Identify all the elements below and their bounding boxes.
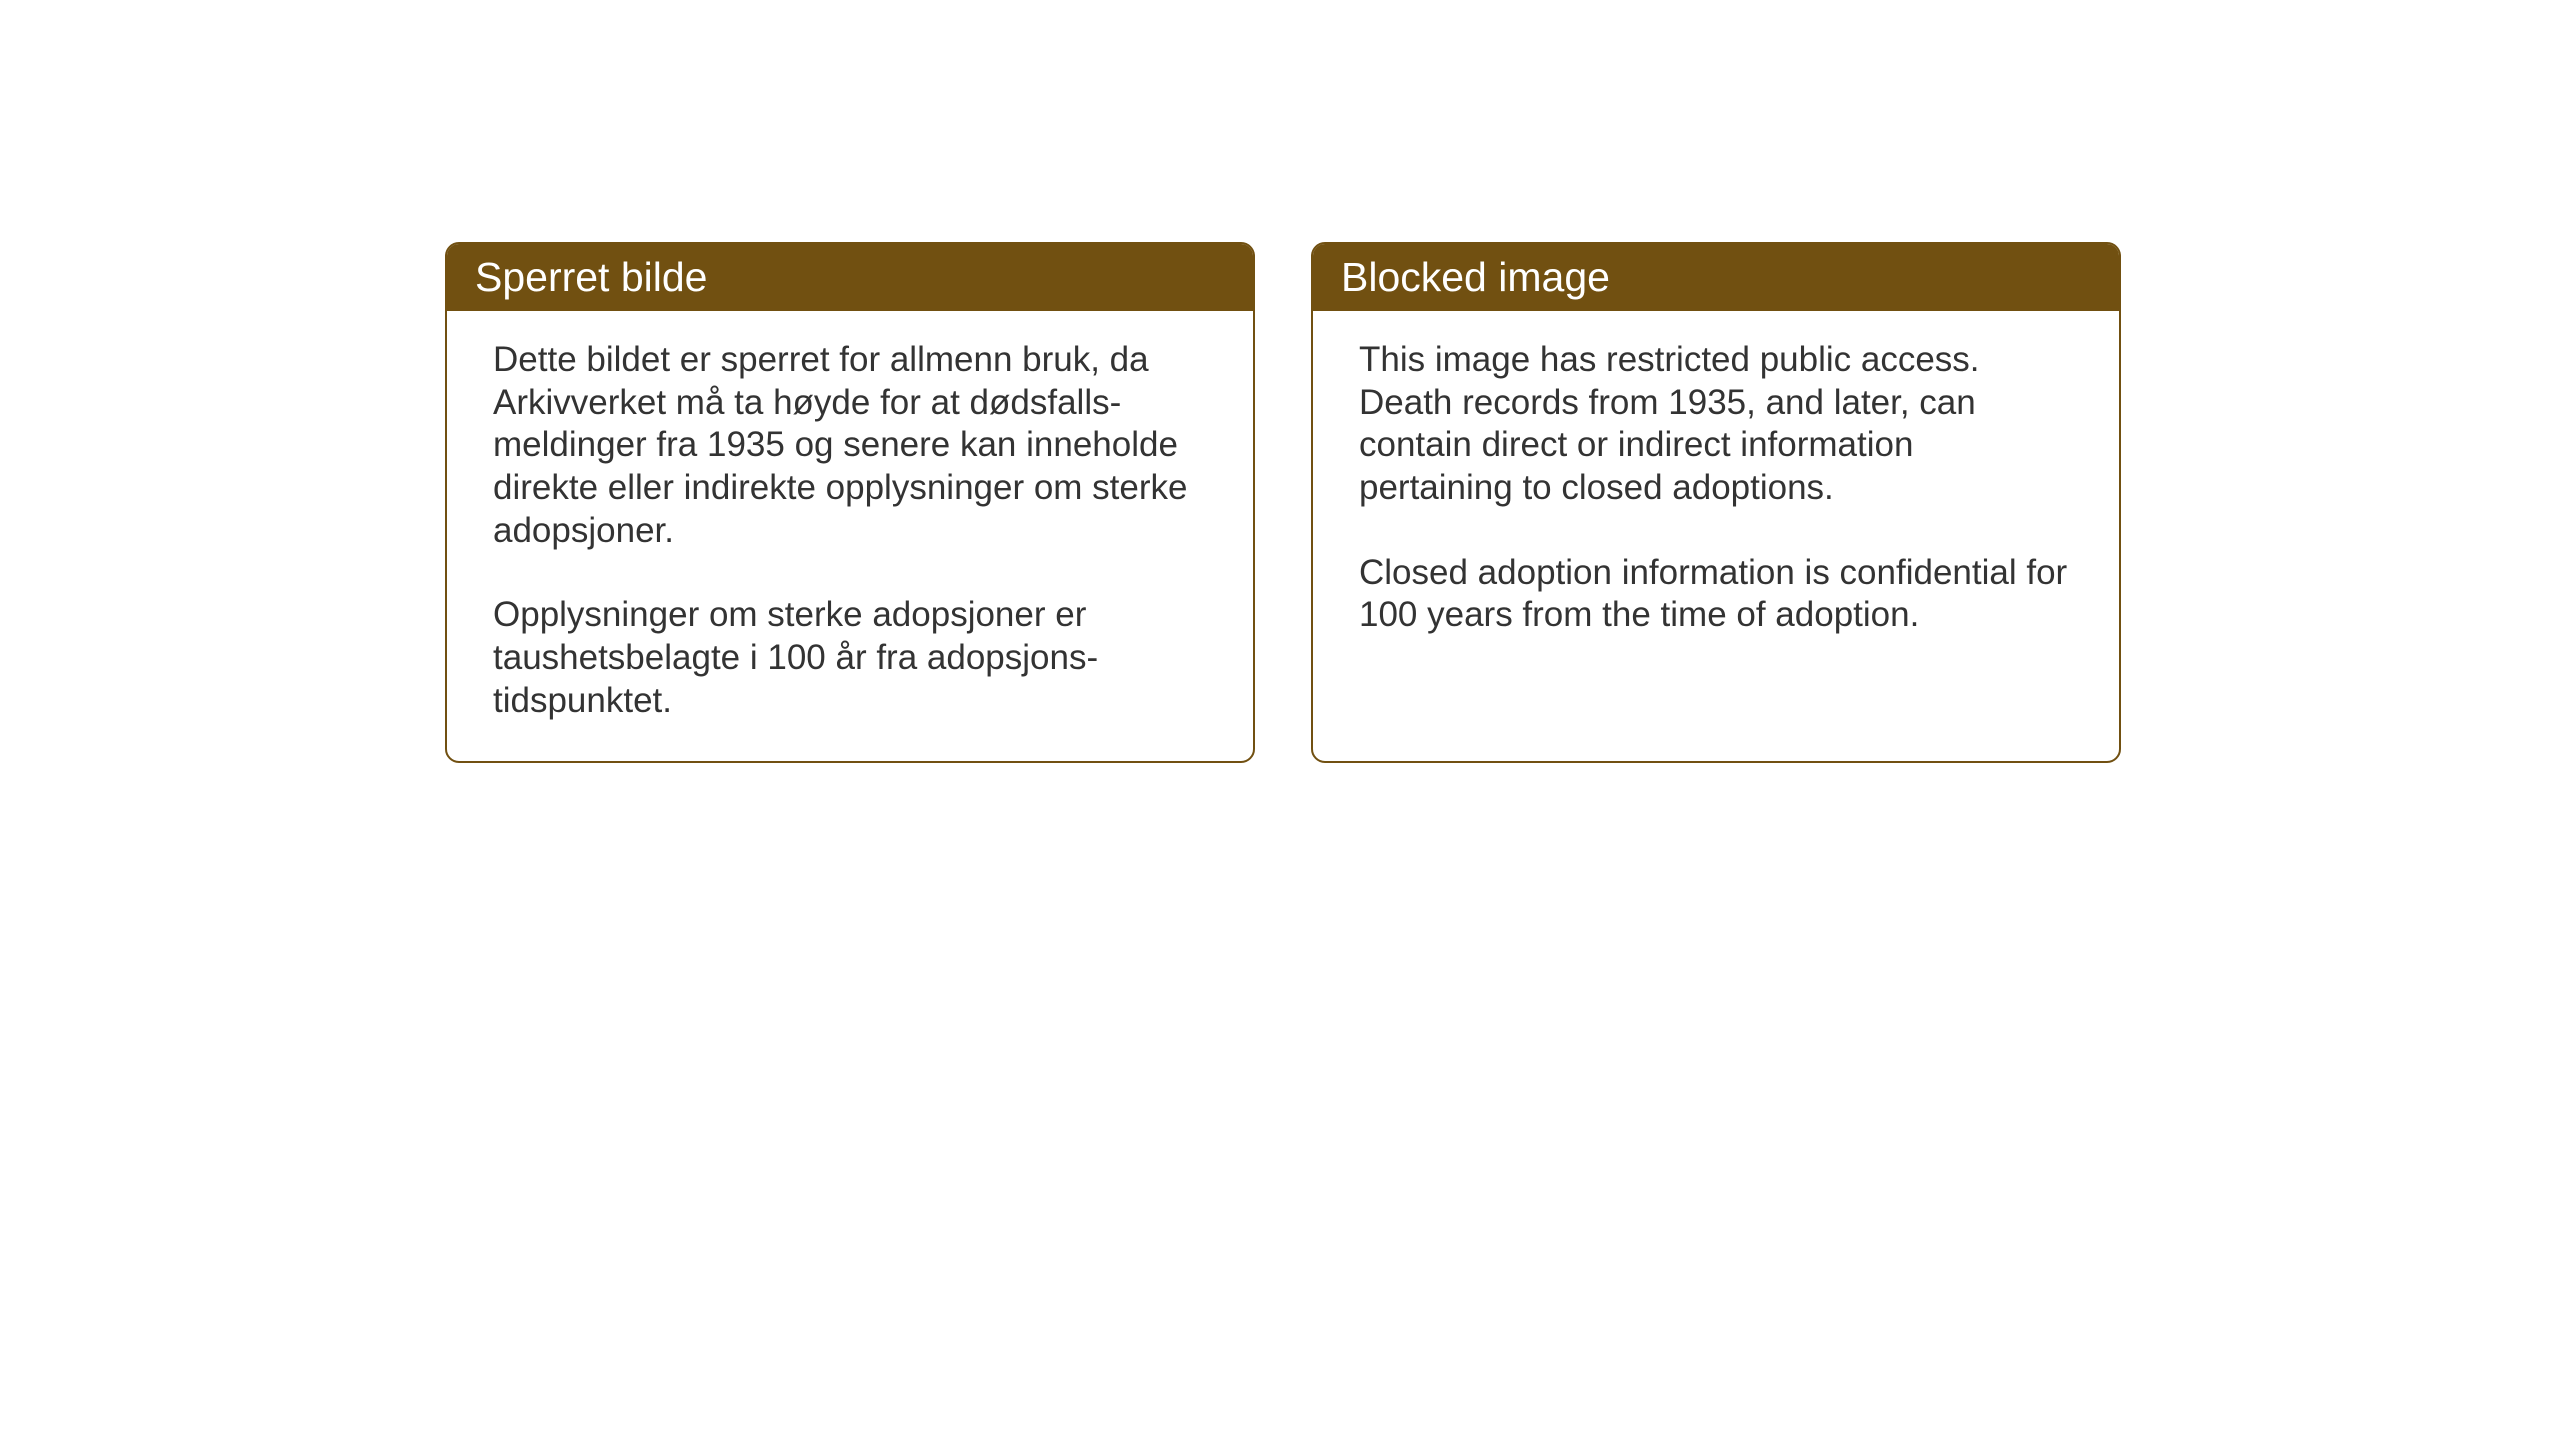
card-body-norwegian: Dette bildet er sperret for allmenn bruk…	[447, 311, 1253, 761]
card-paragraph: Closed adoption information is confident…	[1359, 552, 2073, 637]
card-body-english: This image has restricted public access.…	[1313, 311, 2119, 675]
card-english: Blocked image This image has restricted …	[1311, 242, 2121, 763]
card-header-english: Blocked image	[1313, 244, 2119, 311]
cards-container: Sperret bilde Dette bildet er sperret fo…	[445, 242, 2121, 763]
card-norwegian: Sperret bilde Dette bildet er sperret fo…	[445, 242, 1255, 763]
card-paragraph: Dette bildet er sperret for allmenn bruk…	[493, 339, 1207, 552]
card-title: Sperret bilde	[475, 254, 707, 300]
card-paragraph: This image has restricted public access.…	[1359, 339, 2073, 510]
card-title: Blocked image	[1341, 254, 1610, 300]
card-header-norwegian: Sperret bilde	[447, 244, 1253, 311]
card-paragraph: Opplysninger om sterke adopsjoner er tau…	[493, 594, 1207, 722]
